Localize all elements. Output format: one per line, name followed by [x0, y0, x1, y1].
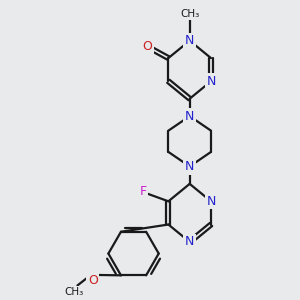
- Text: N: N: [206, 75, 216, 88]
- Text: N: N: [206, 195, 216, 208]
- Text: N: N: [185, 34, 194, 47]
- Text: O: O: [88, 274, 98, 287]
- Text: N: N: [185, 160, 194, 173]
- Text: F: F: [140, 185, 147, 198]
- Text: CH₃: CH₃: [64, 287, 83, 297]
- Text: O: O: [142, 40, 152, 53]
- Text: N: N: [185, 110, 194, 123]
- Text: CH₃: CH₃: [180, 8, 199, 19]
- Text: N: N: [185, 236, 194, 248]
